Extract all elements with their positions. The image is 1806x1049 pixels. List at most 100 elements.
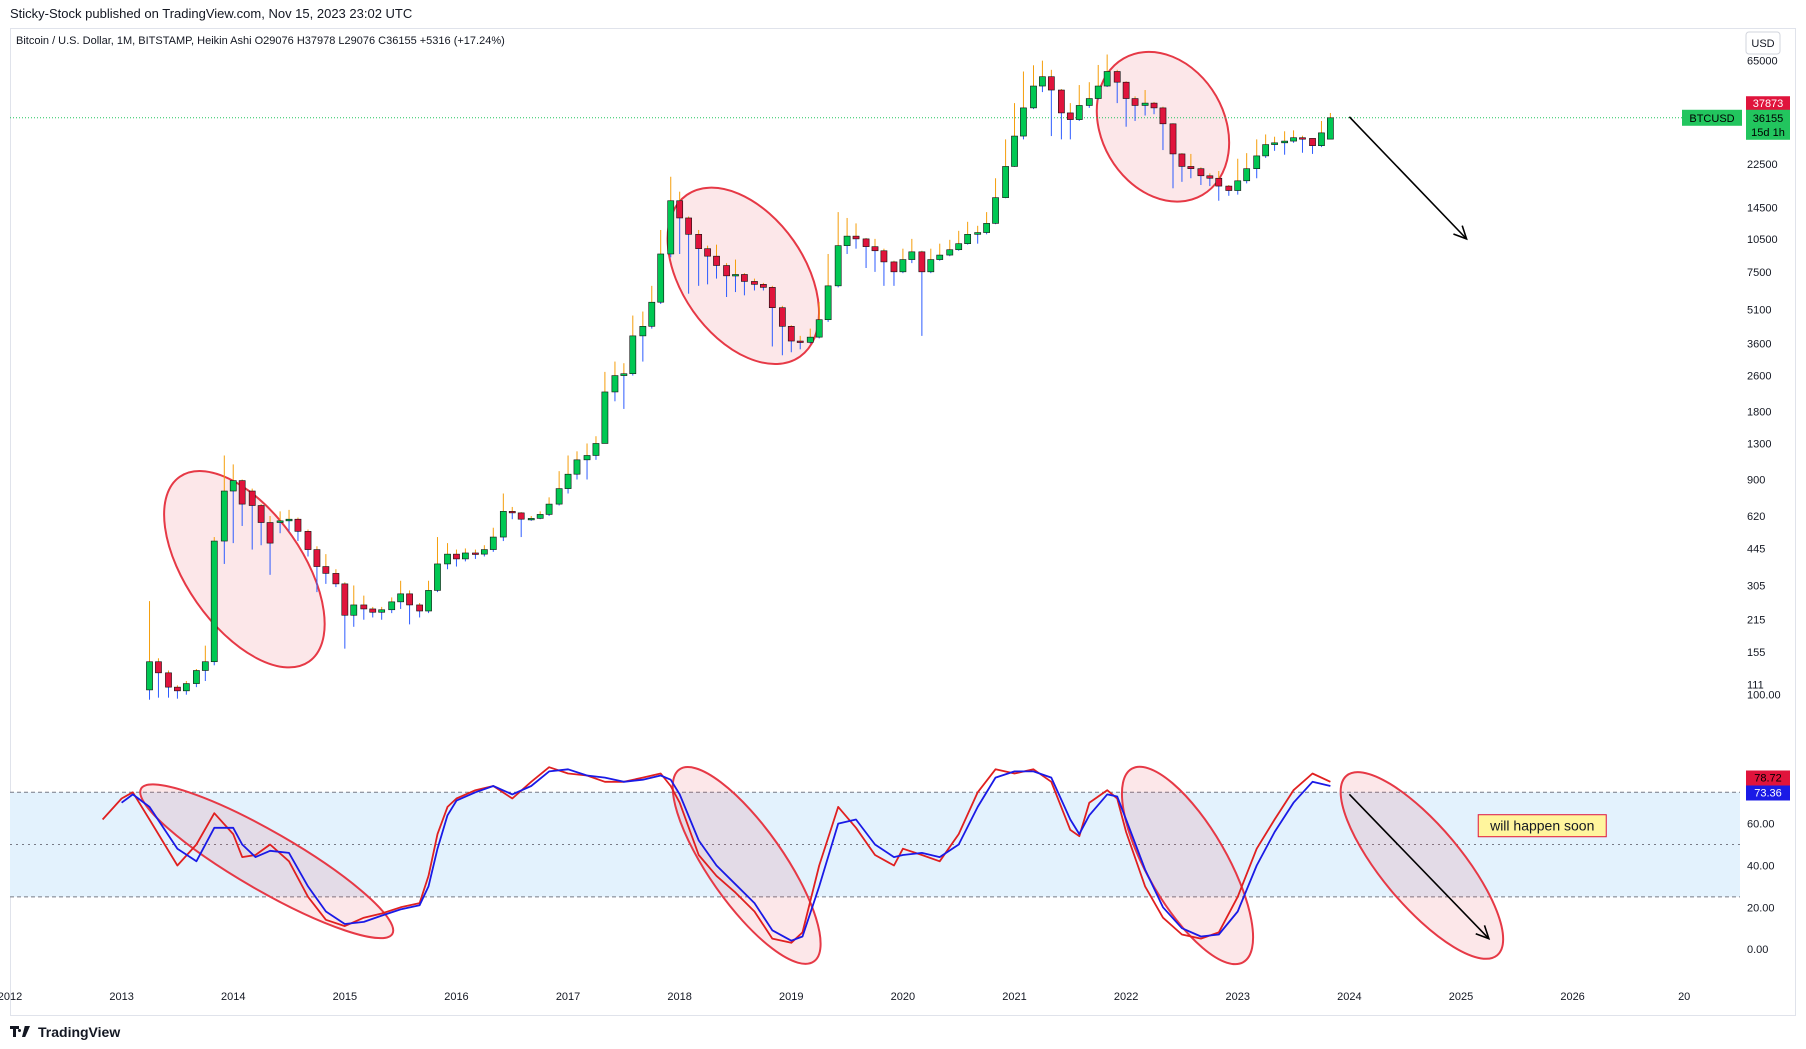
candle <box>824 285 832 321</box>
time-axis-tick: 2017 <box>556 991 580 1003</box>
candle <box>350 604 358 616</box>
candle <box>1253 155 1261 169</box>
candle <box>545 503 553 515</box>
candle <box>378 609 386 613</box>
annotation-text: will happen soon <box>1489 818 1594 834</box>
candle <box>480 549 488 555</box>
stoch-d-badge <box>1746 785 1790 801</box>
price-forecast-arrow <box>1348 116 1468 240</box>
time-axis-tick: 2022 <box>1114 991 1138 1003</box>
candle <box>1281 140 1288 144</box>
candle <box>165 672 172 688</box>
price-axis-tick: 2600 <box>1747 371 1771 383</box>
candle <box>787 326 795 342</box>
candle <box>611 375 619 393</box>
symbol-label: BTCUSD <box>1689 113 1734 125</box>
candle <box>220 490 228 542</box>
candle <box>1094 85 1102 99</box>
candle <box>1290 137 1297 142</box>
candle <box>322 566 330 574</box>
footer-brand[interactable]: TradingView <box>10 1024 120 1040</box>
candle <box>862 238 870 247</box>
stoch-d-label: 73.36 <box>1754 787 1782 799</box>
candle <box>1150 102 1158 109</box>
candle <box>285 518 293 522</box>
chart-frame <box>10 28 1796 1016</box>
candle <box>1327 117 1334 140</box>
time-axis-tick: 20 <box>1678 991 1690 1003</box>
candle <box>946 249 954 256</box>
tradingview-logo-icon <box>10 1025 32 1039</box>
symbol-badge <box>1682 109 1742 126</box>
candle <box>871 246 879 252</box>
candle <box>639 326 647 337</box>
candle <box>1011 135 1018 167</box>
candle <box>1113 71 1121 83</box>
candle <box>1309 138 1316 146</box>
stoch-axis-tick: 0.00 <box>1747 944 1768 956</box>
candle <box>843 235 851 246</box>
time-axis-tick: 2019 <box>779 991 803 1003</box>
candle <box>908 251 916 260</box>
candle <box>527 518 535 521</box>
candle <box>276 520 284 523</box>
candle <box>564 473 572 489</box>
candle <box>341 583 349 616</box>
candle <box>425 590 432 612</box>
candle <box>927 259 935 273</box>
candle <box>1234 180 1242 191</box>
candle <box>778 307 786 327</box>
candle <box>676 200 684 219</box>
candle <box>238 480 246 505</box>
time-axis-tick: 2016 <box>444 991 468 1003</box>
candle <box>416 604 423 612</box>
candle <box>332 573 340 585</box>
price-axis-tick: 100.00 <box>1747 690 1781 702</box>
candle <box>174 686 181 692</box>
candle <box>620 373 628 376</box>
price-axis-tick: 111 <box>1747 679 1764 691</box>
candle <box>1206 175 1214 179</box>
time-axis-tick: 2015 <box>333 991 357 1003</box>
candle <box>741 274 748 282</box>
candle <box>936 254 944 260</box>
candle <box>257 505 265 523</box>
candle <box>899 259 907 273</box>
stoch-k-badge <box>1746 770 1790 786</box>
candle <box>1197 168 1205 177</box>
candle <box>517 512 525 520</box>
candle <box>760 284 767 288</box>
price-axis-tick: 22500 <box>1747 159 1778 171</box>
candle <box>397 593 405 603</box>
candle <box>499 511 507 538</box>
price-axis-tick: 900 <box>1747 474 1765 486</box>
candle <box>313 549 321 567</box>
candle <box>1058 89 1065 114</box>
candle <box>1271 142 1278 145</box>
candle <box>732 274 739 277</box>
time-axis-tick: 2013 <box>109 991 133 1003</box>
candle <box>1066 112 1074 120</box>
stochastic-pane: will happen soon <box>10 765 1740 966</box>
candle <box>462 552 469 560</box>
price-axis-tick: 7500 <box>1747 267 1771 279</box>
candle <box>294 518 302 532</box>
price-forecast-arrow-head <box>1453 225 1468 241</box>
candle <box>751 281 758 285</box>
price-axis-tick: 5100 <box>1747 305 1771 317</box>
candle <box>388 601 396 611</box>
price-axis-tick: 3600 <box>1747 339 1771 351</box>
candle <box>918 251 926 273</box>
candle <box>555 488 563 505</box>
candle <box>713 255 720 266</box>
annotation-box <box>1477 814 1607 838</box>
candle <box>1131 98 1139 106</box>
candle <box>201 661 209 671</box>
candle <box>852 235 860 240</box>
candle <box>834 245 842 287</box>
candle <box>406 593 413 606</box>
candle <box>983 223 990 233</box>
stoch-axis-tick: 40.00 <box>1747 860 1775 872</box>
candle <box>453 553 460 560</box>
